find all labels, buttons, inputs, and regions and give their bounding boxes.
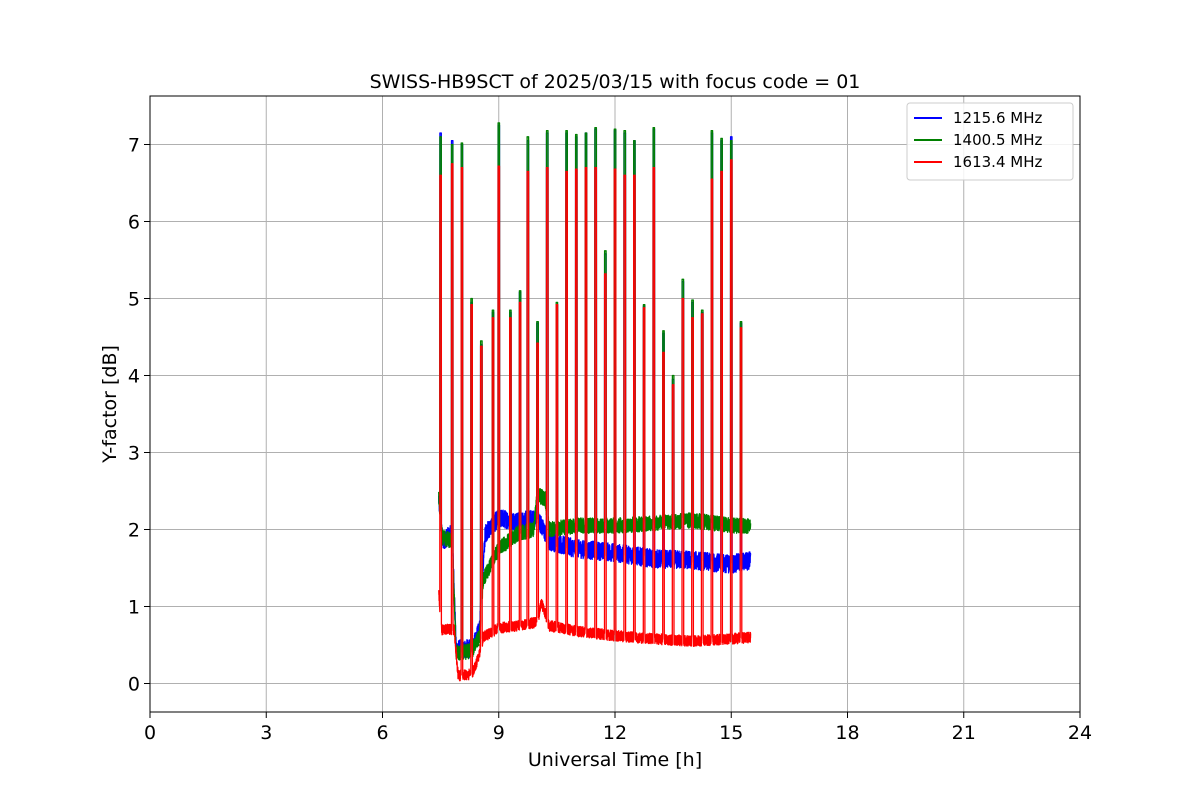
x-tick-label: 21: [952, 722, 976, 744]
grid-lines: [149, 96, 1081, 712]
legend-box: [906, 102, 1074, 181]
y-tick-label: 2: [128, 520, 140, 542]
series-line-3: [438, 159, 752, 682]
legend-entry: 1215.6 MHz: [953, 109, 1042, 127]
x-tick-label: 6: [376, 722, 388, 744]
legend: 1215.6 MHz 1400.5 MHz 1613.4 MHz: [906, 102, 1074, 181]
y-tick-label: 1: [128, 597, 140, 619]
x-tick-label: 15: [719, 722, 743, 744]
x-tick-label: 18: [835, 722, 859, 744]
y-tick-label: 4: [128, 366, 140, 388]
x-tick-label: 24: [1068, 722, 1092, 744]
y-tick-label: 6: [128, 212, 140, 234]
y-axis-label: Y-factor [dB]: [99, 345, 121, 464]
y-tick-label: 7: [128, 135, 140, 157]
y-tick-label: 0: [128, 674, 140, 696]
x-tick-label: 12: [603, 722, 627, 744]
x-tick-label: 0: [144, 722, 156, 744]
legend-entry: 1613.4 MHz: [953, 153, 1042, 171]
x-tick-label: 9: [493, 722, 505, 744]
y-tick-label: 5: [128, 289, 140, 311]
x-axis-label: Universal Time [h]: [528, 749, 702, 771]
x-tick-label: 3: [260, 722, 272, 744]
series-layer: [438, 122, 752, 682]
legend-entry: 1400.5 MHz: [953, 131, 1042, 149]
chart-title: SWISS-HB9SCT of 2025/03/15 with focus co…: [370, 71, 861, 93]
y-tick-label: 3: [128, 443, 140, 465]
